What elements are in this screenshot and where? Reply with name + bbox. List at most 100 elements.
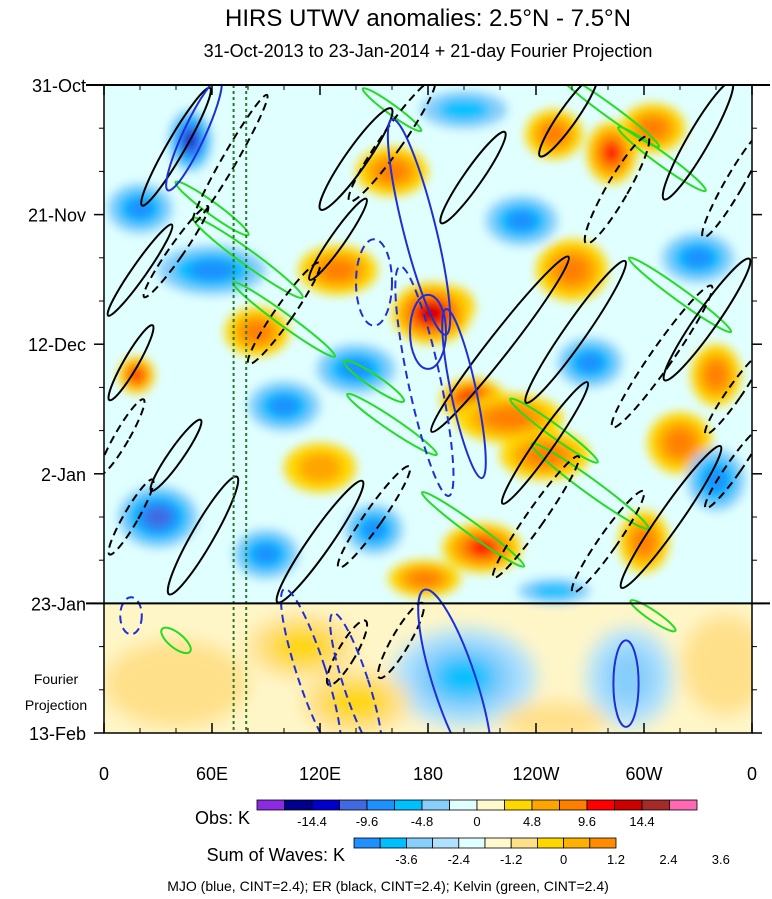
colorbar-label: -4.8 [411, 814, 433, 829]
anomaly-blob [682, 247, 714, 269]
colorbar-box [353, 837, 381, 849]
colorbar-box [537, 837, 565, 849]
er-contour [107, 478, 155, 556]
colorbar-label: -3.6 [395, 852, 417, 867]
er-contour [500, 381, 590, 505]
anomaly-blob [252, 543, 280, 565]
colorbar-box [366, 799, 395, 811]
mjo-contour [279, 587, 343, 733]
anomaly-blob [144, 506, 172, 528]
er-contour [430, 255, 570, 433]
anomaly-blob [556, 256, 588, 284]
obs-colorbar: -14.4 -9.6 -4.8 0 4.8 9.6 14.4 [256, 799, 698, 829]
er-contour [347, 85, 437, 203]
x-tick-label: 60E [196, 764, 228, 784]
waves-colorbar-title: Sum of Waves: K [207, 845, 345, 865]
kelvin-contour [627, 256, 733, 334]
colorbar-box [432, 837, 460, 849]
kelvin-contour [530, 442, 650, 530]
colorbar-label: 9.6 [578, 814, 596, 829]
y-tick-label: 23-Jan [31, 594, 86, 614]
x-tick-label: 0 [99, 764, 109, 784]
mjo-contour [394, 265, 455, 497]
colorbar-label: 0 [473, 814, 480, 829]
mjo-contour [441, 308, 487, 480]
colorbar-box [614, 799, 643, 811]
er-contour [704, 425, 752, 510]
y-tick-label: 12-Dec [28, 335, 86, 355]
colorbar-box [669, 799, 698, 811]
anomaly-blob [188, 259, 236, 281]
kelvin-contour [555, 85, 661, 149]
colorbar-box [641, 799, 670, 811]
colorbar-box [339, 799, 368, 811]
anomaly-blob [339, 358, 373, 380]
anomaly-blob [703, 466, 729, 494]
er-contour [140, 86, 212, 207]
colorbar-box [421, 799, 450, 811]
plot-area [104, 85, 752, 733]
anomaly-blob [468, 539, 496, 557]
x-tick-label: 0 [747, 764, 757, 784]
er-contour [325, 619, 369, 687]
y-tick-label: 21-Nov [28, 206, 86, 226]
x-tick-label: 60W [625, 764, 662, 784]
anomaly-blob [506, 210, 538, 232]
chart-subtitle: 31-Oct-2013 to 23-Jan-2014 + 21-day Four… [204, 41, 653, 61]
mjo-contour [355, 238, 393, 327]
er-contour [583, 135, 651, 245]
er-contour [336, 465, 412, 569]
colorbar-label: 0 [560, 852, 567, 867]
er-contour [439, 130, 507, 225]
y-tick-label: 13-Feb [29, 724, 86, 744]
mjo-contour [417, 588, 493, 733]
colorbar-box [311, 799, 340, 811]
mjo-contour [165, 85, 223, 192]
colorbar-box [484, 837, 512, 849]
colorbar-box [510, 837, 538, 849]
er-contour [524, 259, 627, 404]
colorbar-label: -1.2 [500, 852, 522, 867]
projection-blob [500, 702, 608, 733]
er-contour [166, 475, 240, 596]
kelvin-contour [174, 180, 250, 237]
er-contour [191, 93, 269, 225]
er-contour [704, 351, 752, 436]
kelvin-contour [342, 359, 406, 403]
colorbar-label: 2.4 [659, 852, 677, 867]
er-contour [318, 107, 394, 211]
kelvin-contour [346, 392, 438, 457]
kelvin-contour [160, 626, 192, 655]
colorbar-label: 3.6 [712, 852, 730, 867]
colorbar-box [458, 837, 486, 849]
projection-blob [681, 615, 752, 715]
chart-title: HIRS UTWV anomalies: 2.5°N - 7.5°N [225, 5, 631, 32]
anomaly-blob [420, 304, 443, 322]
kelvin-contour [629, 599, 677, 633]
x-tick-label: 120E [299, 764, 341, 784]
colorbar-box [284, 799, 313, 811]
er-contour [701, 129, 752, 239]
colorbar-label: 4.8 [523, 814, 541, 829]
colorbar-label: 1.2 [607, 852, 625, 867]
mjo-contour [119, 596, 143, 636]
y-tick-label: 2-Jan [41, 465, 86, 485]
colorbar-box [449, 799, 478, 811]
colorbar-box [563, 837, 591, 849]
projection-blob [433, 656, 495, 699]
colorbar-label: -9.6 [356, 814, 378, 829]
colorbar-box [586, 799, 615, 811]
er-contour [661, 85, 735, 201]
anomaly-blob [532, 583, 576, 599]
projection-blob [323, 683, 389, 721]
er-contour [619, 444, 723, 590]
colorbar-label: -14.4 [297, 814, 327, 829]
er-contour [104, 398, 146, 476]
anomaly-blob [705, 361, 727, 389]
anomaly-blob [603, 142, 620, 164]
anomaly-blob [298, 452, 342, 483]
colorbar-box [531, 799, 560, 811]
er-contour [538, 85, 599, 158]
er-contour [570, 489, 646, 594]
